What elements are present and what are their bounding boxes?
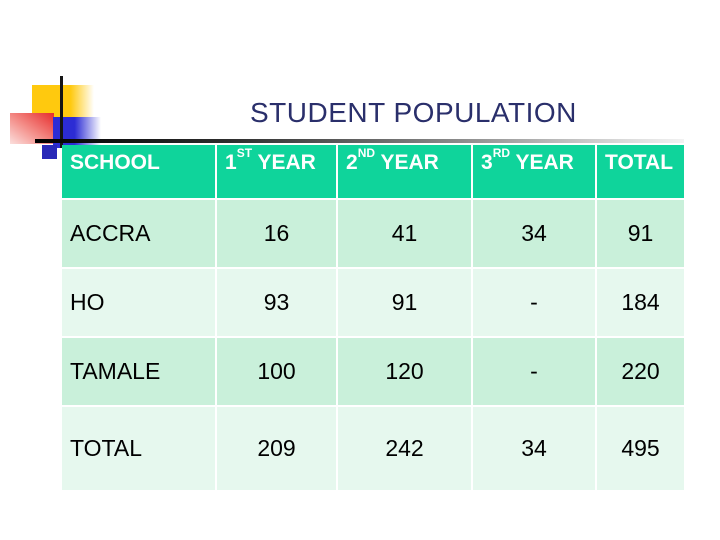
cell-school-total-row: TOTAL [62,407,215,490]
blue-gradient-square-decoration [53,117,101,148]
header-text: 2 [346,151,358,174]
cell-tamale-year2: 120 [338,338,471,405]
cell-tamale-total: 220 [597,338,684,405]
horizontal-line-decoration [35,139,684,143]
cell-ho-year2: 91 [338,269,471,336]
cell-tamale-year1: 100 [217,338,336,405]
header-superscript: ND [357,146,376,160]
slide-title: STUDENT POPULATION [250,97,577,128]
vertical-line-decoration [60,76,63,148]
column-header-year2: 2ND YEAR [338,145,471,198]
cell-accra-year3: 34 [473,200,595,267]
cell-ho-year3: - [473,269,595,336]
header-superscript: RD [492,146,511,160]
cell-total-year2: 242 [338,407,471,490]
column-header-year1: 1ST YEAR [217,145,336,198]
header-text: 1 [225,151,237,174]
cell-accra-year2: 41 [338,200,471,267]
column-header-year3: 3RD YEAR [473,145,595,198]
cell-ho-total: 184 [597,269,684,336]
column-header-school: SCHOOL [62,145,215,198]
cell-school-ho: HO [62,269,215,336]
cell-school-tamale: TAMALE [62,338,215,405]
student-population-table: SCHOOL 1ST YEAR 2ND YEAR 3RD YEAR TOTAL … [62,145,684,490]
navy-square-decoration [42,145,57,159]
cell-total-year3: 34 [473,407,595,490]
cell-tamale-year3: - [473,338,595,405]
header-text: SCHOOL [70,151,160,174]
header-superscript: ST [236,146,253,160]
header-text: YEAR [510,151,574,174]
red-gradient-square-decoration [10,113,54,144]
header-text: TOTAL [605,151,674,174]
cell-total-grand: 495 [597,407,684,490]
header-text: 3 [481,151,493,174]
header-text: YEAR [252,151,316,174]
cell-ho-year1: 93 [217,269,336,336]
cell-total-year1: 209 [217,407,336,490]
cell-accra-year1: 16 [217,200,336,267]
yellow-square-decoration [32,85,94,117]
header-text: YEAR [375,151,439,174]
column-header-total: TOTAL [597,145,684,198]
cell-school-accra: ACCRA [62,200,215,267]
cell-accra-total: 91 [597,200,684,267]
